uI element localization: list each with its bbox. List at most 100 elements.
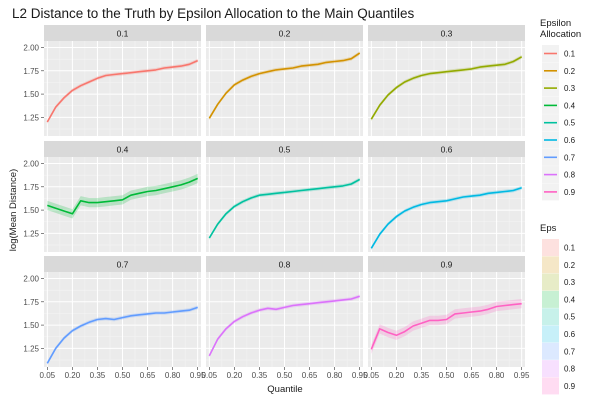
series-line-0.5 xyxy=(208,178,361,239)
facet-strip xyxy=(44,25,201,41)
y-tick-label: 2.00 xyxy=(23,160,39,169)
legend-key-0.5: 0.5 xyxy=(542,308,576,326)
facet-panel-0.6: 0.6 xyxy=(368,141,525,252)
facet-panel-0.5: 0.5 xyxy=(206,141,363,252)
legend-key-0.1: 0.1 xyxy=(542,45,576,62)
x-tick-label: 0.35 xyxy=(90,371,106,380)
legend-label: 0.8 xyxy=(564,171,576,180)
legend-label: 0.9 xyxy=(564,382,576,391)
facet-strip xyxy=(44,141,201,157)
legends: Epsilon Allocation 0.1 0.2 0.3 0.4 0.5 0.6 0.7 0.… xyxy=(540,18,581,395)
legend-label: 0.5 xyxy=(564,313,576,322)
legend-key-0.7: 0.7 xyxy=(542,342,576,360)
facet-panel-0.3: 0.3 xyxy=(368,25,525,136)
x-tick-label: 0.65 xyxy=(140,371,156,380)
series-line-0.1 xyxy=(46,59,199,123)
facet-strip xyxy=(368,141,525,157)
legend-key-0.3: 0.3 xyxy=(542,79,576,97)
legend-label: 0.6 xyxy=(564,330,576,339)
facet-panel-0.2: 0.2 xyxy=(206,25,363,136)
facet-strip xyxy=(368,256,525,272)
series-line-0.8 xyxy=(208,295,360,357)
legend-key-0.4: 0.4 xyxy=(542,96,576,114)
y-tick-label: 1.75 xyxy=(23,298,39,307)
facet-strip-label: 0.3 xyxy=(441,29,453,39)
facet-strip-label: 0.9 xyxy=(441,260,453,270)
x-tick-label: 0.65 xyxy=(302,371,318,380)
x-tick-label: 0.80 xyxy=(489,371,505,380)
legend-key-bg xyxy=(542,256,559,274)
facet-panels: 0.1 0.2 0.3 0.4 0.5 0.6 0.7 0.8 0.9 xyxy=(44,25,525,367)
x-tick-label: 0.80 xyxy=(165,371,181,380)
y-tick-label: 1.50 xyxy=(23,321,39,330)
legend-label: 0.3 xyxy=(564,84,576,93)
legend-eps: Eps 0.1 0.2 0.3 0.4 0.5 0.6 0.7 0.8 0.9 xyxy=(540,223,576,395)
x-tick-label: 0.50 xyxy=(439,371,455,380)
legend-key-0.5: 0.5 xyxy=(542,114,576,132)
facet-panel-0.1: 0.1 xyxy=(44,25,201,136)
x-tick-label: 0.95 xyxy=(352,371,368,380)
x-tick-label: 0.35 xyxy=(252,371,268,380)
series-line-0.2 xyxy=(208,52,361,119)
x-tick-label: 0.05 xyxy=(364,371,380,380)
y-axis-label: log(Mean Distance) xyxy=(8,169,19,251)
x-axis-ticks: 0.05 0.20 0.35 0.50 0.65 0.80 0.950.05 0.20 0.35… xyxy=(40,367,530,380)
x-tick-label: 0.65 xyxy=(464,371,480,380)
legend-key-0.3: 0.3 xyxy=(542,273,576,291)
y-tick-label: 1.75 xyxy=(23,183,39,192)
legend-label: 0.4 xyxy=(564,101,576,110)
y-tick-label: 2.00 xyxy=(23,44,39,53)
series-line-0.9 xyxy=(370,302,522,350)
legend-key-bg xyxy=(542,290,559,308)
series-line-0.4 xyxy=(47,177,199,215)
legend-key-0.8: 0.8 xyxy=(542,360,576,378)
chart-title: L2 Distance to the Truth by Epsilon Allo… xyxy=(12,6,414,21)
legend-epsilon-allocation: Epsilon Allocation 0.1 0.2 0.3 0.4 0.5 0.6 0.7 0.… xyxy=(540,18,581,201)
legend-key-bg xyxy=(542,342,559,360)
x-tick-label: 0.20 xyxy=(227,371,243,380)
facet-strip-label: 0.8 xyxy=(279,260,291,270)
legend-key-bg xyxy=(542,239,559,256)
x-tick-label: 0.20 xyxy=(65,371,81,380)
facet-strip xyxy=(44,256,201,272)
legend-key-bg xyxy=(542,325,559,343)
x-tick-label: 0.35 xyxy=(414,371,430,380)
facet-strip-label: 0.2 xyxy=(279,29,291,39)
legend-key-0.1: 0.1 xyxy=(542,239,576,256)
series-band-0.5 xyxy=(209,177,360,240)
facet-strip xyxy=(206,256,363,272)
series-line-0.7 xyxy=(46,306,198,364)
legend-title: Eps xyxy=(540,223,557,234)
legend-key-bg xyxy=(542,377,559,395)
legend-key-0.6: 0.6 xyxy=(542,325,576,343)
y-tick-label: 2.00 xyxy=(23,275,39,284)
legend-key-bg xyxy=(542,273,559,291)
legend-label: 0.2 xyxy=(564,67,576,76)
x-tick-label: 0.05 xyxy=(40,371,56,380)
legend-title: Epsilon Allocation xyxy=(540,18,581,40)
legend-key-0.2: 0.2 xyxy=(542,256,576,274)
series-band-0.6 xyxy=(371,185,522,251)
y-axis-ticks: 1.25 1.50 1.75 2.00 1.25 1.50 1.75 2.00 1.25 1.50… xyxy=(23,44,44,353)
facet-strip xyxy=(206,25,363,41)
y-tick-label: 1.75 xyxy=(23,67,39,76)
legend-label: 0.4 xyxy=(564,295,576,304)
legend-label: 0.7 xyxy=(564,153,576,162)
facet-strip-label: 0.5 xyxy=(279,145,291,155)
facet-strip xyxy=(368,25,525,41)
series-line-0.6 xyxy=(370,186,522,249)
facet-strip xyxy=(206,141,363,157)
series-band-0.9 xyxy=(371,299,522,354)
y-tick-label: 1.25 xyxy=(23,113,39,122)
legend-label: 0.9 xyxy=(564,188,576,197)
legend-label: 0.7 xyxy=(564,347,576,356)
x-tick-label: 0.05 xyxy=(202,371,218,380)
series-line-0.3 xyxy=(370,56,523,120)
legend-key-0.6: 0.6 xyxy=(542,131,576,149)
x-tick-label: 0.50 xyxy=(115,371,131,380)
legend-label: 0.6 xyxy=(564,136,576,145)
x-tick-label: 0.80 xyxy=(327,371,343,380)
legend-label: 0.3 xyxy=(564,278,576,287)
legend-label: 0.2 xyxy=(564,261,576,270)
